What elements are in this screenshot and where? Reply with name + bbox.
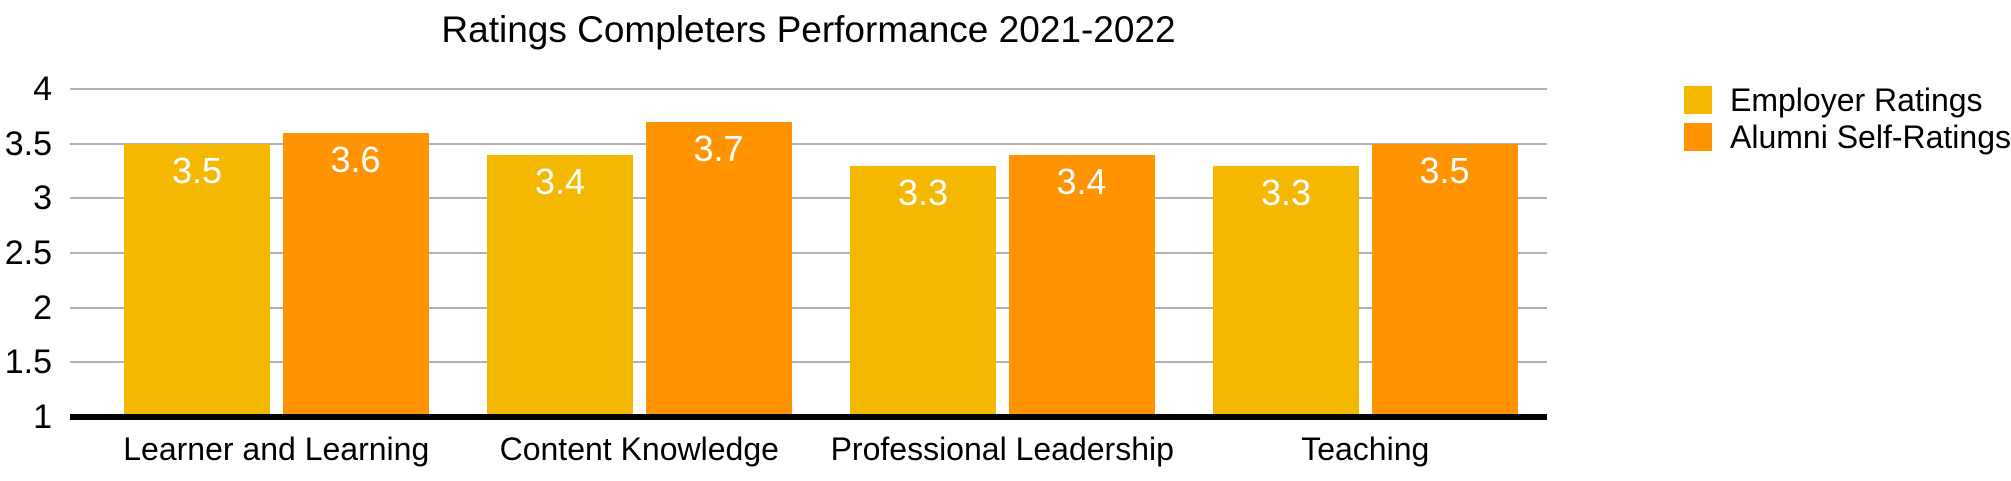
bar-value-label: 3.6 [330, 138, 381, 180]
y-tick-3-5: 3.5 [4, 124, 52, 163]
bar-value-label: 3.5 [171, 149, 223, 191]
y-tick-3: 3 [33, 179, 52, 218]
x-axis-label-teaching: Teaching [1301, 431, 1430, 467]
y-tick-2-5: 2.5 [4, 234, 52, 272]
x-axis-label-content-knowledge: Content Knowledge [499, 431, 779, 467]
bar-value-label: 3.7 [693, 127, 744, 169]
gridline-2-5 [70, 252, 1547, 254]
bar-value-label: 3.5 [1419, 149, 1470, 191]
gridline-2 [70, 306, 1547, 309]
bar-value-label: 3.3 [897, 171, 949, 213]
legend-item-alumni-self-ratings: Alumni Self-Ratings [1684, 119, 2011, 155]
legend-swatch-employer-ratings [1684, 86, 1712, 114]
gridline-3-5 [70, 142, 1547, 145]
x-axis-line [70, 414, 1547, 420]
bar-employer-ratings-learner-and-learning: 3.5 [124, 143, 270, 414]
legend-label-employer-ratings: Employer Ratings [1730, 82, 1983, 118]
legend-swatch-alumni-self-ratings [1684, 123, 1712, 151]
chart-title: Ratings Completers Performance 2021-2022 [441, 9, 1176, 50]
x-axis-label-learner-and-learning: Learner and Learning [123, 431, 430, 467]
bar-employer-ratings-content-knowledge: 3.4 [487, 154, 633, 414]
plot-area: 3.5 3.6 3.4 3.7 3.3 3.4 3.3 3.5 [70, 88, 1547, 420]
bar-value-label: 3.4 [534, 160, 586, 202]
x-axis-label-professional-leadership: Professional Leadership [830, 431, 1174, 467]
bar-alumni-self-ratings-teaching: 3.5 [1371, 143, 1518, 414]
gridline-1-5 [70, 361, 1547, 364]
bar-employer-ratings-teaching: 3.3 [1213, 165, 1359, 414]
bar-alumni-self-ratings-professional-leadership: 3.4 [1008, 154, 1155, 414]
y-tick-1: 1 [33, 398, 52, 436]
legend-item-employer-ratings: Employer Ratings [1684, 82, 2011, 118]
bar-employer-ratings-professional-leadership: 3.3 [850, 165, 996, 414]
legend: Employer Ratings Alumni Self-Ratings [1684, 82, 2011, 155]
bar-alumni-self-ratings-content-knowledge: 3.7 [645, 121, 792, 414]
gridline-4 [70, 88, 1547, 90]
bar-alumni-self-ratings-learner-and-learning: 3.6 [282, 132, 429, 414]
bar-value-label: 3.3 [1260, 171, 1312, 213]
bar-value-label: 3.4 [1056, 160, 1107, 202]
y-tick-2: 2 [33, 288, 52, 327]
y-tick-4: 4 [33, 70, 52, 108]
gridline-3 [70, 197, 1547, 200]
legend-label-alumni-self-ratings: Alumni Self-Ratings [1730, 119, 2011, 155]
y-tick-1-5: 1.5 [4, 343, 52, 382]
